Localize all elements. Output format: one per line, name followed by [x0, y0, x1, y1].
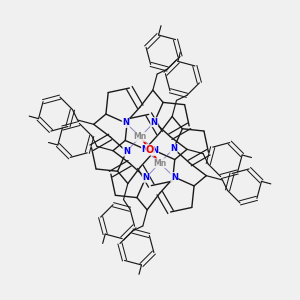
Text: N: N: [170, 144, 177, 153]
Text: N: N: [151, 118, 158, 127]
Text: O: O: [146, 145, 154, 155]
Text: Mn: Mn: [134, 132, 147, 141]
Text: N: N: [142, 173, 149, 182]
Text: N: N: [123, 147, 130, 156]
Text: N: N: [122, 118, 129, 127]
Text: Mn: Mn: [153, 159, 166, 168]
Text: N: N: [152, 146, 158, 155]
Text: N: N: [142, 145, 148, 154]
Text: N: N: [171, 172, 178, 182]
